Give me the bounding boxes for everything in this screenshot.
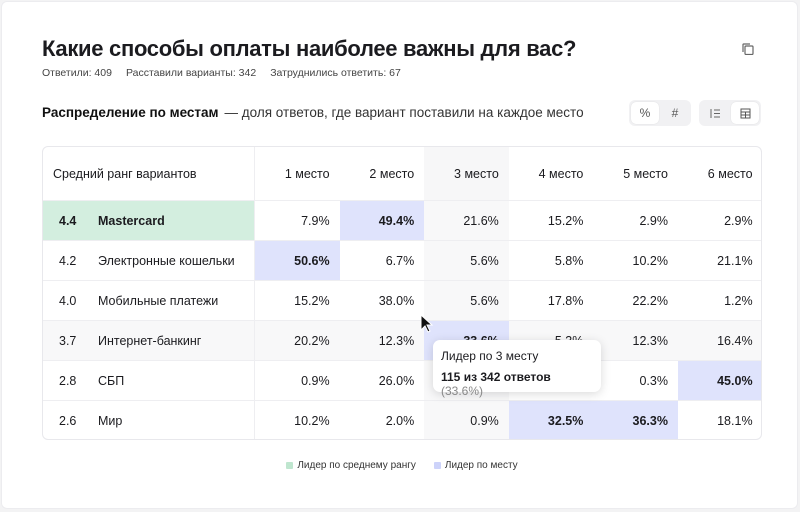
ranking-table: Средний ранг вариантов 1 место 2 место 3… bbox=[42, 146, 762, 440]
option-name: Мир bbox=[98, 413, 123, 428]
place-3-cell[interactable]: 21.6% bbox=[424, 201, 509, 240]
option-name: Mastercard bbox=[98, 213, 165, 228]
table-row[interactable]: 3.7Интернет-банкинг20.2%12.3%33.6%5.3%12… bbox=[43, 320, 761, 360]
place-2-cell[interactable]: 26.0% bbox=[378, 373, 415, 388]
stat-ranked: Расставили варианты: 342 bbox=[125, 67, 257, 79]
option-cell: 3.7 Интернет-банкинг bbox=[43, 321, 255, 360]
option-cell: 2.6 Мир bbox=[43, 401, 255, 439]
option-cell: 4.4 Mastercard bbox=[43, 201, 255, 240]
average-rank: 2.6 bbox=[59, 413, 77, 428]
percent-toggle[interactable]: % bbox=[631, 102, 659, 124]
table-row[interactable]: 4.4 Mastercard 7.9% 49.4% 21.6% 15.2% 2.9% 2.9% bbox=[43, 200, 761, 240]
average-rank: 2.8 bbox=[59, 373, 77, 388]
place-5-cell[interactable]: 0.3% bbox=[639, 373, 668, 388]
option-name: СБП bbox=[98, 373, 125, 388]
place-1-cell[interactable]: 50.6% bbox=[255, 241, 340, 280]
place-6-cell[interactable]: 45.0% bbox=[677, 361, 761, 400]
tooltip-percent: (33.6%) bbox=[441, 384, 484, 398]
question-title: Какие способы оплаты наиболее важны для … bbox=[42, 36, 577, 61]
view-mode-toggle bbox=[699, 100, 761, 126]
value-mode-toggle: % # bbox=[629, 100, 691, 126]
option-name: Электронные кошельки bbox=[98, 253, 235, 268]
option-name: Интернет-банкинг bbox=[98, 333, 202, 348]
place-5-cell[interactable]: 2.9% bbox=[639, 213, 668, 228]
section-header: Распределение по местам — доля ответов, г… bbox=[42, 105, 584, 120]
place-6-cell[interactable]: 21.1% bbox=[717, 253, 753, 268]
place-4-cell[interactable]: 5.8% bbox=[554, 253, 584, 268]
average-rank: 4.2 bbox=[59, 253, 77, 268]
place-3-cell[interactable]: 5.6% bbox=[424, 241, 509, 280]
option-name: Мобильные платежи bbox=[98, 293, 219, 308]
legend: Лидер по среднему рангу Лидер по месту bbox=[2, 460, 800, 471]
place-1-cell[interactable]: 7.9% bbox=[301, 213, 330, 228]
place-5-cell[interactable]: 36.3% bbox=[593, 401, 678, 439]
place-5-cell[interactable]: 22.2% bbox=[632, 293, 668, 308]
column-header-place-6[interactable]: 6 место bbox=[707, 166, 753, 181]
place-1-cell[interactable]: 15.2% bbox=[294, 293, 330, 308]
mouse-cursor-icon bbox=[420, 314, 434, 333]
legend-swatch-green bbox=[286, 462, 294, 469]
place-6-cell[interactable]: 1.2% bbox=[724, 293, 753, 308]
place-2-cell[interactable]: 49.4% bbox=[339, 201, 425, 240]
column-header-place-5[interactable]: 5 место bbox=[623, 166, 668, 181]
table-row[interactable]: 4.0 Мобильные платежи 15.2% 38.0% 5.6% 17.8% 2… bbox=[43, 280, 761, 320]
legend-rank-leader: Лидер по среднему рангу bbox=[286, 460, 416, 471]
stat-answered: Ответили: 409 bbox=[42, 67, 112, 79]
average-rank: 4.4 bbox=[59, 213, 77, 228]
copy-icon[interactable] bbox=[742, 43, 754, 55]
option-cell: 2.8 СБП bbox=[43, 361, 255, 400]
response-stats: Ответили: 409 Расставили варианты: 342 З… bbox=[42, 67, 401, 79]
stat-skipped: Затруднились ответить: 67 bbox=[270, 67, 401, 79]
option-cell: 4.2 Электронные кошельки bbox=[43, 241, 255, 280]
column-header-place-3[interactable]: 3 место bbox=[424, 147, 509, 200]
place-4-cell[interactable]: 17.8% bbox=[547, 293, 584, 308]
column-header-rank: Средний ранг вариантов bbox=[43, 147, 255, 200]
place-4-cell[interactable]: 15.2% bbox=[547, 213, 584, 228]
place-3-cell[interactable]: 5.6% bbox=[424, 281, 509, 320]
place-1-cell[interactable]: 10.2% bbox=[294, 413, 330, 428]
place-5-cell[interactable]: 10.2% bbox=[632, 253, 668, 268]
count-toggle[interactable]: # bbox=[671, 106, 679, 120]
place-1-cell[interactable]: 20.2% bbox=[294, 333, 330, 348]
place-2-cell[interactable]: 2.0% bbox=[385, 413, 415, 428]
tooltip-count: 115 из 342 ответов bbox=[441, 370, 551, 384]
table-row[interactable]: 4.2 Электронные кошельки 50.6% 6.7% 5.6% 5.8%… bbox=[43, 240, 761, 280]
table-view-icon[interactable] bbox=[731, 102, 759, 124]
list-view-icon[interactable] bbox=[701, 102, 729, 124]
legend-place-leader: Лидер по месту bbox=[433, 460, 518, 471]
table-row[interactable]: 2.6 Мир 10.2% 2.0% 0.9% 32.5% 36.3% 18.1% bbox=[43, 400, 761, 439]
column-header-place-2[interactable]: 2 место bbox=[369, 166, 415, 181]
legend-label: Лидер по месту bbox=[444, 460, 518, 471]
place-2-cell[interactable]: 38.0% bbox=[378, 293, 415, 308]
option-cell: 4.0 Мобильные платежи bbox=[43, 281, 255, 320]
place-4-cell[interactable]: 32.5% bbox=[508, 401, 594, 439]
section-description: — доля ответов, где вариант поставили на… bbox=[224, 105, 584, 120]
legend-label: Лидер по среднему рангу bbox=[297, 460, 416, 471]
place-2-cell[interactable]: 12.3% bbox=[378, 333, 415, 348]
tooltip-title: Лидер по 3 месту bbox=[441, 349, 539, 363]
place-3-cell[interactable]: 0.9% bbox=[424, 401, 509, 439]
place-5-cell[interactable]: 12.3% bbox=[632, 333, 668, 348]
place-6-cell[interactable]: 18.1% bbox=[717, 413, 753, 428]
table-row[interactable]: 2.8 СБП 0.9% 26.0% 0.3% 45.0% bbox=[43, 360, 761, 400]
place-1-cell[interactable]: 0.9% bbox=[301, 373, 330, 388]
average-rank: 4.0 bbox=[59, 293, 77, 308]
cell-tooltip: Лидер по 3 месту 115 из 342 ответов (33.… bbox=[433, 340, 601, 398]
column-header-place-4[interactable]: 4 место bbox=[538, 166, 584, 181]
place-6-cell[interactable]: 16.4% bbox=[717, 333, 753, 348]
place-6-cell[interactable]: 2.9% bbox=[724, 213, 753, 228]
tooltip-detail: 115 из 342 ответов (33.6%) bbox=[441, 370, 593, 398]
table-header-row: Средний ранг вариантов 1 место 2 место 3… bbox=[43, 147, 761, 200]
place-2-cell[interactable]: 6.7% bbox=[385, 253, 415, 268]
legend-swatch-blue bbox=[433, 462, 441, 469]
column-header-place-1[interactable]: 1 место bbox=[284, 166, 330, 181]
average-rank: 3.7 bbox=[59, 333, 77, 348]
section-title: Распределение по местам bbox=[42, 105, 219, 120]
